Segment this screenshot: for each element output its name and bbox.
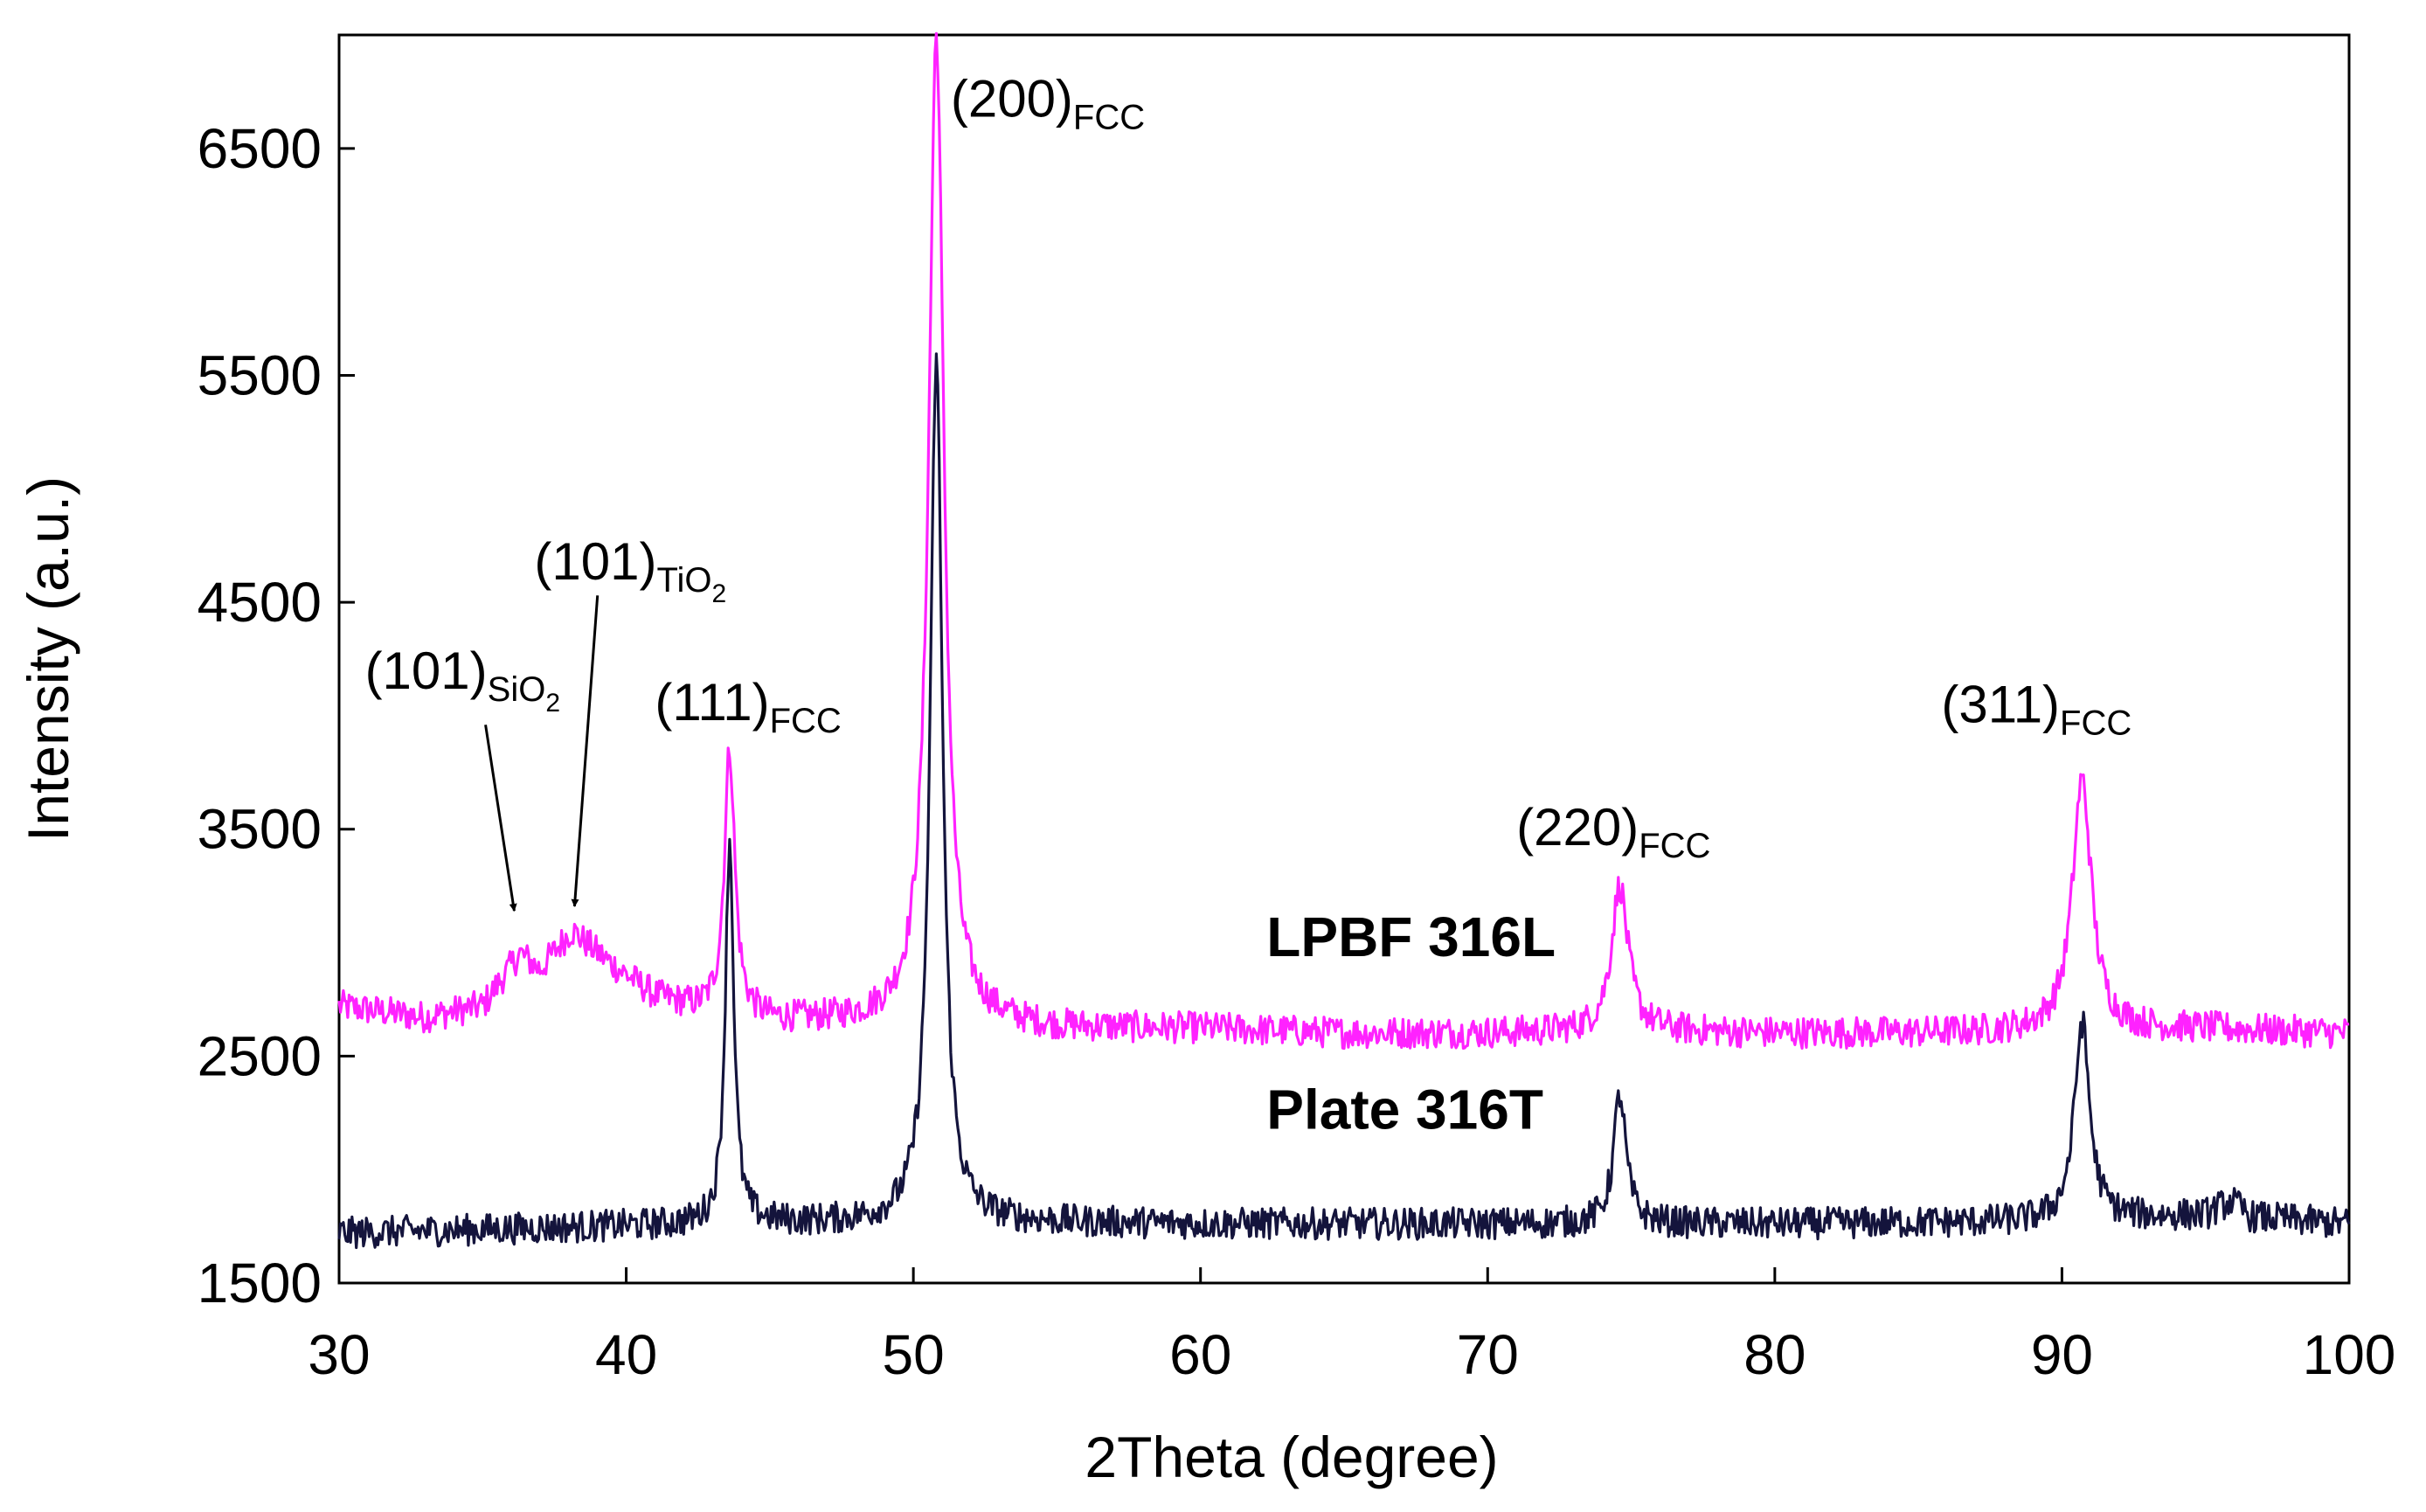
- peak-label-2: (111)FCC: [655, 673, 841, 740]
- series-line-0: [337, 31, 2350, 1051]
- x-tick-label-2: 50: [883, 1323, 945, 1386]
- x-tick-label-5: 80: [1743, 1323, 1806, 1386]
- y-tick-label-1: 2500: [198, 1024, 322, 1087]
- plot-frame: [337, 33, 2351, 1285]
- x-tick-label-4: 70: [1457, 1323, 1519, 1386]
- x-tick-label-3: 60: [1169, 1323, 1231, 1386]
- x-axis-title: 2Theta (degree): [1085, 1425, 1498, 1489]
- peak-label-5: (311)FCC: [1941, 676, 2131, 743]
- peak-label-0: (101)SiO2: [365, 642, 560, 718]
- y-tick-label-0: 1500: [198, 1252, 322, 1314]
- peak-label-1: (101)TiO2: [534, 532, 726, 608]
- peak-label-3: (200)FCC: [951, 69, 1145, 136]
- y-axis-title: Intensity (a.u.): [16, 476, 80, 842]
- peak-label-4: (220)FCC: [1516, 798, 1710, 865]
- series-label-1: Plate 316T: [1266, 1078, 1543, 1141]
- x-tick-label-6: 90: [2031, 1323, 2093, 1386]
- x-tick-label-1: 40: [595, 1323, 657, 1386]
- y-tick-label-2: 3500: [198, 798, 322, 861]
- annotation-arrow-1: [571, 595, 600, 907]
- y-tick-label-5: 6500: [198, 117, 322, 180]
- y-tick-label-3: 4500: [198, 571, 322, 634]
- x-tick-label-0: 30: [308, 1323, 370, 1386]
- annotation-arrow-0: [484, 725, 517, 912]
- y-tick-label-4: 5500: [198, 343, 322, 406]
- series-line-1: [337, 352, 2351, 1250]
- series-label-0: LPBF 316L: [1266, 905, 1556, 968]
- x-tick-label-7: 100: [2303, 1323, 2396, 1386]
